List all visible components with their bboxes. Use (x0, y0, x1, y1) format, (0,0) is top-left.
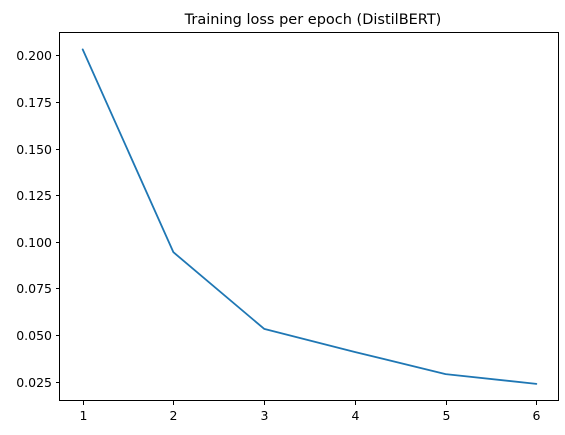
y-tick-label: 0.175 (16, 95, 52, 110)
y-tick-label: 0.025 (16, 375, 52, 390)
y-tick-label: 0.050 (16, 328, 52, 343)
y-tick-label: 0.075 (16, 281, 52, 296)
plot-frame (59, 32, 559, 401)
series-layer (81, 48, 538, 385)
y-tick-label: 0.150 (16, 142, 52, 157)
plot-area (59, 32, 559, 401)
loss-series-line (81, 48, 538, 385)
x-tick-label: 5 (443, 408, 451, 423)
x-axis: 1 2 3 4 5 6 (80, 401, 541, 423)
x-tick-label: 2 (170, 408, 178, 423)
y-tick-label: 0.100 (16, 235, 52, 250)
chart-title: Training loss per epoch (DistilBERT) (184, 12, 442, 28)
y-tick-label: 0.125 (16, 188, 52, 203)
x-tick-label: 1 (80, 408, 88, 423)
y-axis: 0.025 0.050 0.075 0.100 0.125 0.150 0.175 0.200 (16, 48, 60, 390)
x-tick-label: 4 (352, 408, 360, 423)
x-tick-label: 6 (533, 408, 541, 423)
x-tick-label: 3 (261, 408, 269, 423)
y-tick-label: 0.200 (16, 48, 52, 63)
